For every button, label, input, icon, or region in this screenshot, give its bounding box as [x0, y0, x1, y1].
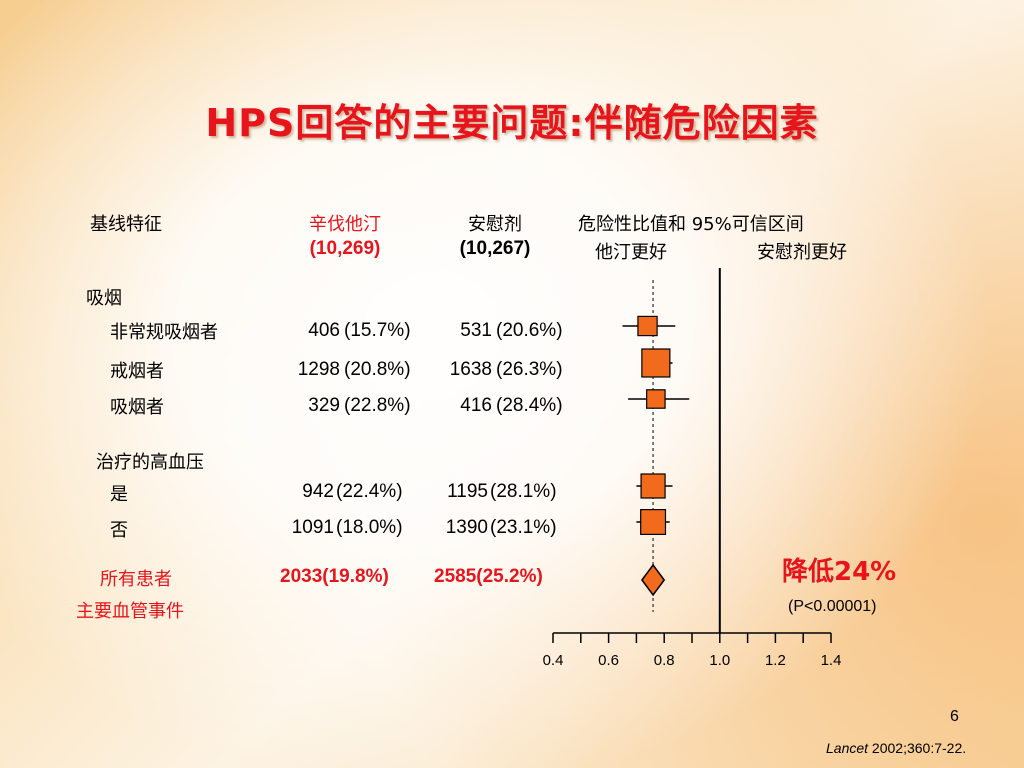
row-simva-count: 406 — [308, 320, 340, 341]
hr-marker — [641, 348, 671, 378]
hr-marker — [637, 315, 658, 337]
header-favors-placebo: 安慰剂更好 — [757, 242, 847, 263]
hr-marker — [640, 509, 667, 536]
citation-ref: 2002;360:7-22. — [868, 740, 967, 756]
row-simva-count: 329 — [308, 395, 340, 416]
overall-simva: 2033(19.8%) — [280, 566, 389, 587]
row-placebo-pct: (26.3%) — [496, 359, 563, 380]
row-placebo-count: 531 — [460, 320, 492, 341]
overall-sublabel: 主要血管事件 — [76, 601, 184, 622]
row-placebo-count: 1195 — [447, 481, 488, 502]
row-simva-pct: (15.7%) — [344, 320, 411, 341]
risk-reduction: 降低24% — [782, 557, 897, 587]
row-placebo-count: 1638 — [449, 359, 492, 380]
header-hr: 危险性比值和 95%可信区间 — [578, 214, 804, 235]
header-placebo-n: (10,267) — [459, 238, 531, 259]
page-title: HPS回答的主要问题:伴随危险因素 — [205, 101, 819, 145]
row-simva-pct: (22.8%) — [344, 395, 411, 416]
row-placebo-pct: (23.1%) — [490, 517, 557, 538]
row-placebo-count: 1390 — [445, 517, 488, 538]
p-value: (P<0.00001) — [788, 598, 877, 615]
x-tick-label: 0.6 — [598, 652, 619, 669]
x-tick-label: 1.4 — [821, 652, 842, 669]
row-label: 否 — [110, 520, 128, 541]
row-label: 戒烟者 — [110, 361, 164, 382]
group-label-hypertension: 治疗的高血压 — [96, 452, 204, 473]
header-favors-statin: 他汀更好 — [595, 242, 667, 263]
row-placebo-count: 416 — [460, 395, 492, 416]
overall-diamond — [641, 563, 666, 597]
row-simva-pct: (22.4%) — [336, 481, 403, 502]
row-label: 吸烟者 — [110, 397, 164, 418]
row-simva-pct: (20.8%) — [344, 359, 411, 380]
row-label: 是 — [110, 484, 128, 505]
header-simva-n: (10,269) — [309, 238, 381, 259]
hr-marker — [646, 389, 666, 409]
overall-label: 所有患者 — [100, 569, 172, 590]
header-simva: 辛伐他汀 — [309, 214, 381, 235]
row-simva-pct: (18.0%) — [336, 517, 403, 538]
row-simva-count: 942 — [302, 481, 334, 502]
header-baseline: 基线特征 — [90, 214, 162, 235]
row-label: 非常规吸烟者 — [110, 322, 218, 343]
hr-marker — [640, 473, 666, 499]
row-placebo-pct: (20.6%) — [496, 320, 563, 341]
x-tick-label: 0.4 — [543, 652, 564, 669]
x-tick-label: 0.8 — [654, 652, 675, 669]
overall-placebo: 2585(25.2%) — [434, 566, 543, 587]
row-placebo-pct: (28.1%) — [490, 481, 557, 502]
group-label-smoking: 吸烟 — [86, 288, 122, 309]
citation-journal: Lancet — [826, 740, 869, 756]
citation: Lancet 2002;360:7-22. — [826, 740, 966, 756]
header-placebo: 安慰剂 — [468, 214, 522, 235]
row-simva-count: 1091 — [291, 517, 334, 538]
page-number: 6 — [950, 708, 959, 725]
row-simva-count: 1298 — [297, 359, 340, 380]
x-tick-label: 1.0 — [709, 652, 730, 669]
x-tick-label: 1.2 — [765, 652, 786, 669]
row-placebo-pct: (28.4%) — [496, 395, 563, 416]
